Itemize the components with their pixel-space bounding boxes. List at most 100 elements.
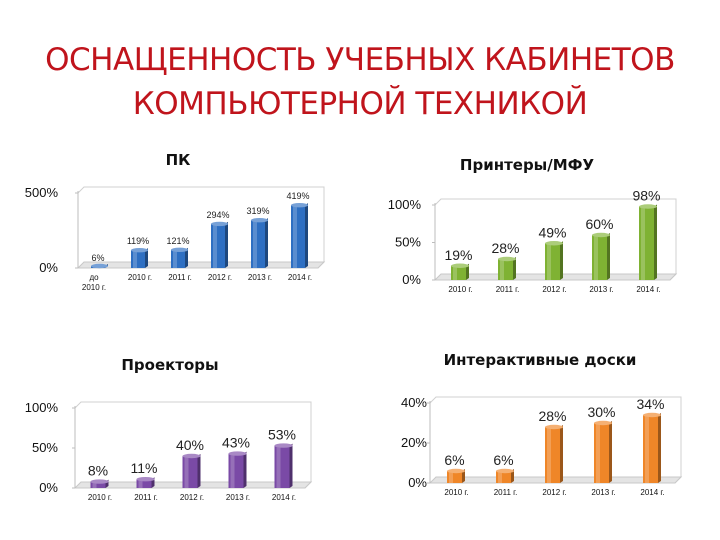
bar-top [451, 263, 469, 268]
bar [251, 217, 268, 268]
bar [90, 479, 109, 488]
data-label: 19% [444, 247, 472, 263]
x-tick-label: 2010 г. [444, 488, 468, 497]
bar-highlight [594, 235, 598, 280]
bar-highlight [547, 243, 551, 280]
bar-top [90, 479, 109, 484]
data-label: 11% [131, 460, 158, 476]
x-tick-label: 2014 г. [636, 285, 660, 294]
bar-highlight [253, 220, 257, 268]
chart-title: Принтеры/МФУ [460, 156, 595, 174]
data-label: 28% [491, 240, 519, 256]
chart-title: ПК [166, 151, 192, 169]
bar-top [594, 420, 612, 426]
y-tick-label: 500% [25, 185, 59, 200]
x-tick-label: до [89, 273, 99, 282]
data-label: 30% [587, 404, 615, 420]
x-tick-label: 2011 г. [494, 488, 518, 497]
x-tick-label: 2013 г. [226, 493, 250, 502]
bar-top [136, 477, 155, 482]
bar-highlight [645, 415, 649, 483]
x-tick-label: 2011 г. [134, 493, 158, 502]
data-label: 319% [246, 206, 269, 216]
bar [136, 477, 155, 488]
bar-side [511, 469, 514, 483]
chart-projectors: Проекторы 0% 50% 100% 8% 2010 г. 11% 2011 г. 40%… [25, 356, 313, 502]
x-tick-label: 2010 г. [82, 283, 106, 292]
y-tick-label: 100% [388, 197, 422, 212]
bar-side [289, 443, 293, 488]
bar [496, 468, 514, 483]
bar [639, 204, 657, 280]
y-tick-label: 0% [39, 260, 58, 275]
bar-side [197, 454, 201, 488]
bar-top [643, 412, 661, 418]
x-tick-label: 2011 г. [496, 285, 520, 294]
bar [447, 468, 465, 483]
x-tick-label: 2014 г. [272, 493, 296, 502]
slide-title: ОСНАЩЕННОСТЬ УЧЕБНЫХ КАБИНЕТОВ КОМПЬЮТЕР… [0, 38, 720, 126]
x-tick-label: 2011 г. [168, 273, 192, 282]
data-label: 121% [166, 236, 189, 246]
bar-side [185, 247, 188, 268]
chart-printers: Принтеры/МФУ 0% 50% 100% 19% 2010 г. 28% 2011 г… [388, 156, 678, 294]
bar [274, 443, 293, 488]
bar-top [211, 221, 228, 227]
bar [545, 241, 563, 280]
data-label: 6% [493, 452, 513, 468]
y-tick-label: 50% [395, 235, 421, 250]
chart-title: Интерактивные доски [444, 351, 637, 369]
bar-highlight [547, 427, 551, 483]
bar [451, 263, 469, 280]
bar-highlight [213, 223, 217, 268]
bar-top [447, 468, 465, 474]
bar-top [545, 241, 563, 246]
bar-highlight [641, 206, 645, 280]
x-tick-label: 2013 г. [591, 488, 615, 497]
bar-side [609, 421, 612, 483]
data-label: 28% [538, 408, 566, 424]
bar-top [91, 263, 108, 269]
chart-interactive-boards: Интерактивные доски 0% 20% 40% 6% 2010 г. 6% 20… [401, 351, 683, 497]
bar-top [592, 232, 610, 238]
bar-highlight [453, 265, 457, 280]
data-label: 40% [176, 437, 204, 453]
y-tick-label: 0% [408, 475, 427, 490]
bar-top [251, 217, 268, 223]
bar-side [145, 248, 148, 268]
bar-side [265, 218, 268, 268]
bar-highlight [276, 445, 281, 488]
data-label: 43% [222, 435, 250, 451]
bar-side [466, 263, 469, 280]
data-label: 60% [585, 216, 613, 232]
bar [91, 263, 108, 269]
bar [594, 420, 612, 483]
slide-title-line-1: ОСНАЩЕННОСТЬ УЧЕБНЫХ КАБИНЕТОВ [45, 42, 675, 78]
data-label: 6% [91, 253, 104, 263]
x-tick-label: 2010 г. [128, 273, 152, 282]
bar [131, 247, 148, 268]
bar [228, 451, 247, 488]
bar-side [560, 241, 563, 280]
bar-top [496, 468, 514, 474]
bar-highlight [173, 249, 177, 268]
bar-highlight [184, 456, 189, 488]
bar-highlight [138, 479, 143, 488]
bar [643, 412, 661, 483]
data-label: 49% [538, 224, 566, 240]
data-label: 6% [444, 452, 464, 468]
bar-highlight [293, 205, 297, 268]
x-tick-label: 2012 г. [180, 493, 204, 502]
bar-top [291, 202, 308, 208]
bar-top [274, 443, 293, 448]
bar-side [462, 469, 465, 483]
data-label: 53% [268, 427, 296, 443]
plot-floor [76, 261, 326, 269]
x-tick-label: 2012 г. [208, 273, 232, 282]
bar-side [654, 204, 657, 280]
x-tick-label: 2010 г. [448, 285, 472, 294]
slide-title-line-2: КОМПЬЮТЕРНОЙ ТЕХНИКОЙ [132, 86, 588, 122]
data-label: 119% [127, 236, 149, 246]
data-label: 98% [632, 188, 660, 204]
